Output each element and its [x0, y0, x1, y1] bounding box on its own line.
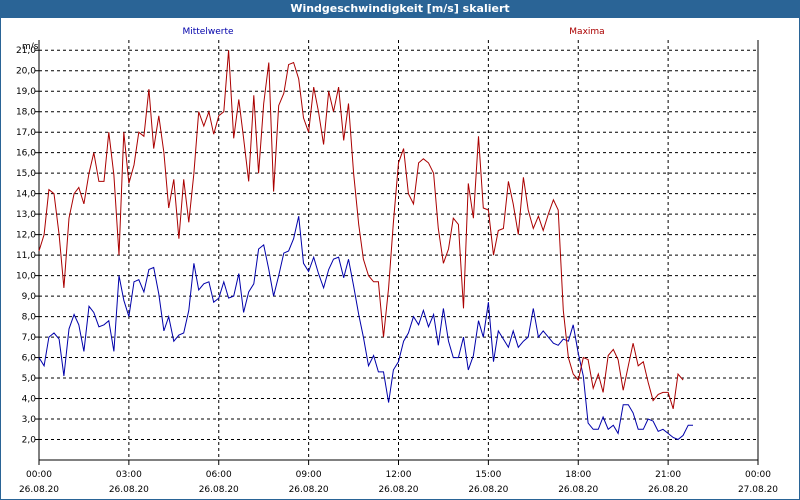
y-tick-label: 12,0: [16, 231, 36, 241]
y-tick-label: 15,0: [16, 169, 36, 179]
x-tick-date: 26.08.20: [289, 485, 329, 495]
series: [38, 50, 693, 441]
y-tick-label: 17,0: [16, 128, 36, 138]
y-tick-label: 6,0: [22, 354, 37, 364]
x-tick-time: 21:00: [655, 470, 681, 480]
y-tick-label: 5,0: [22, 374, 37, 384]
y-tick-label: 10,0: [16, 272, 36, 282]
x-tick-time: 15:00: [475, 470, 501, 480]
y-tick-label: 11,0: [16, 251, 36, 261]
x-tick-time: 09:00: [296, 470, 322, 480]
x-tick-date: 26.08.20: [648, 485, 688, 495]
axes: 2,0 3,0 4,0 5,0 6,0 7,0 8,0 9,0 10,0 11,0 12,0 13,0…: [16, 40, 778, 495]
y-tick-label: 3,0: [22, 415, 37, 425]
y-tick-label: 14,0: [16, 190, 36, 200]
x-tick-time: 03:00: [116, 470, 142, 480]
y-tick-label: 20,0: [16, 67, 36, 77]
y-tick-label: 7,0: [22, 333, 37, 343]
y-tick-label: 19,0: [16, 87, 36, 97]
legend-max: Maxima: [569, 27, 604, 37]
y-tick-label: 21,0: [16, 46, 36, 56]
x-tick-date: 26.08.20: [19, 485, 59, 495]
x-tick-time: 12:00: [386, 470, 412, 480]
x-tick-date: 27.08.20: [738, 485, 778, 495]
x-tick-time: 18:00: [565, 470, 591, 480]
y-tick-label: 9,0: [22, 292, 37, 302]
y-tick-label: 13,0: [16, 210, 36, 220]
x-tick-time: 00:00: [26, 470, 52, 480]
window-title: Windgeschwindigkeit [m/s] skaliert: [0, 0, 800, 18]
y-axis-label: m/s: [22, 42, 39, 52]
y-tick-label: 2,0: [22, 436, 37, 446]
y-tick-label: 4,0: [22, 395, 37, 405]
y-tick-label: 8,0: [22, 313, 37, 323]
series-line-mittelwerte: [38, 216, 693, 441]
legend-mean: Mittelwerte: [182, 27, 233, 37]
x-tick-date: 26.08.20: [468, 485, 508, 495]
x-tick-date: 26.08.20: [378, 485, 418, 495]
y-tick-label: 16,0: [16, 149, 36, 159]
x-tick-time: 00:00: [745, 470, 771, 480]
x-tick-time: 06:00: [206, 470, 232, 480]
x-tick-date: 26.08.20: [558, 485, 598, 495]
x-tick-date: 26.08.20: [199, 485, 239, 495]
y-tick-label: 18,0: [16, 108, 36, 118]
series-line-maxima: [38, 50, 684, 409]
grid: [39, 40, 758, 460]
x-tick-date: 26.08.20: [109, 485, 149, 495]
